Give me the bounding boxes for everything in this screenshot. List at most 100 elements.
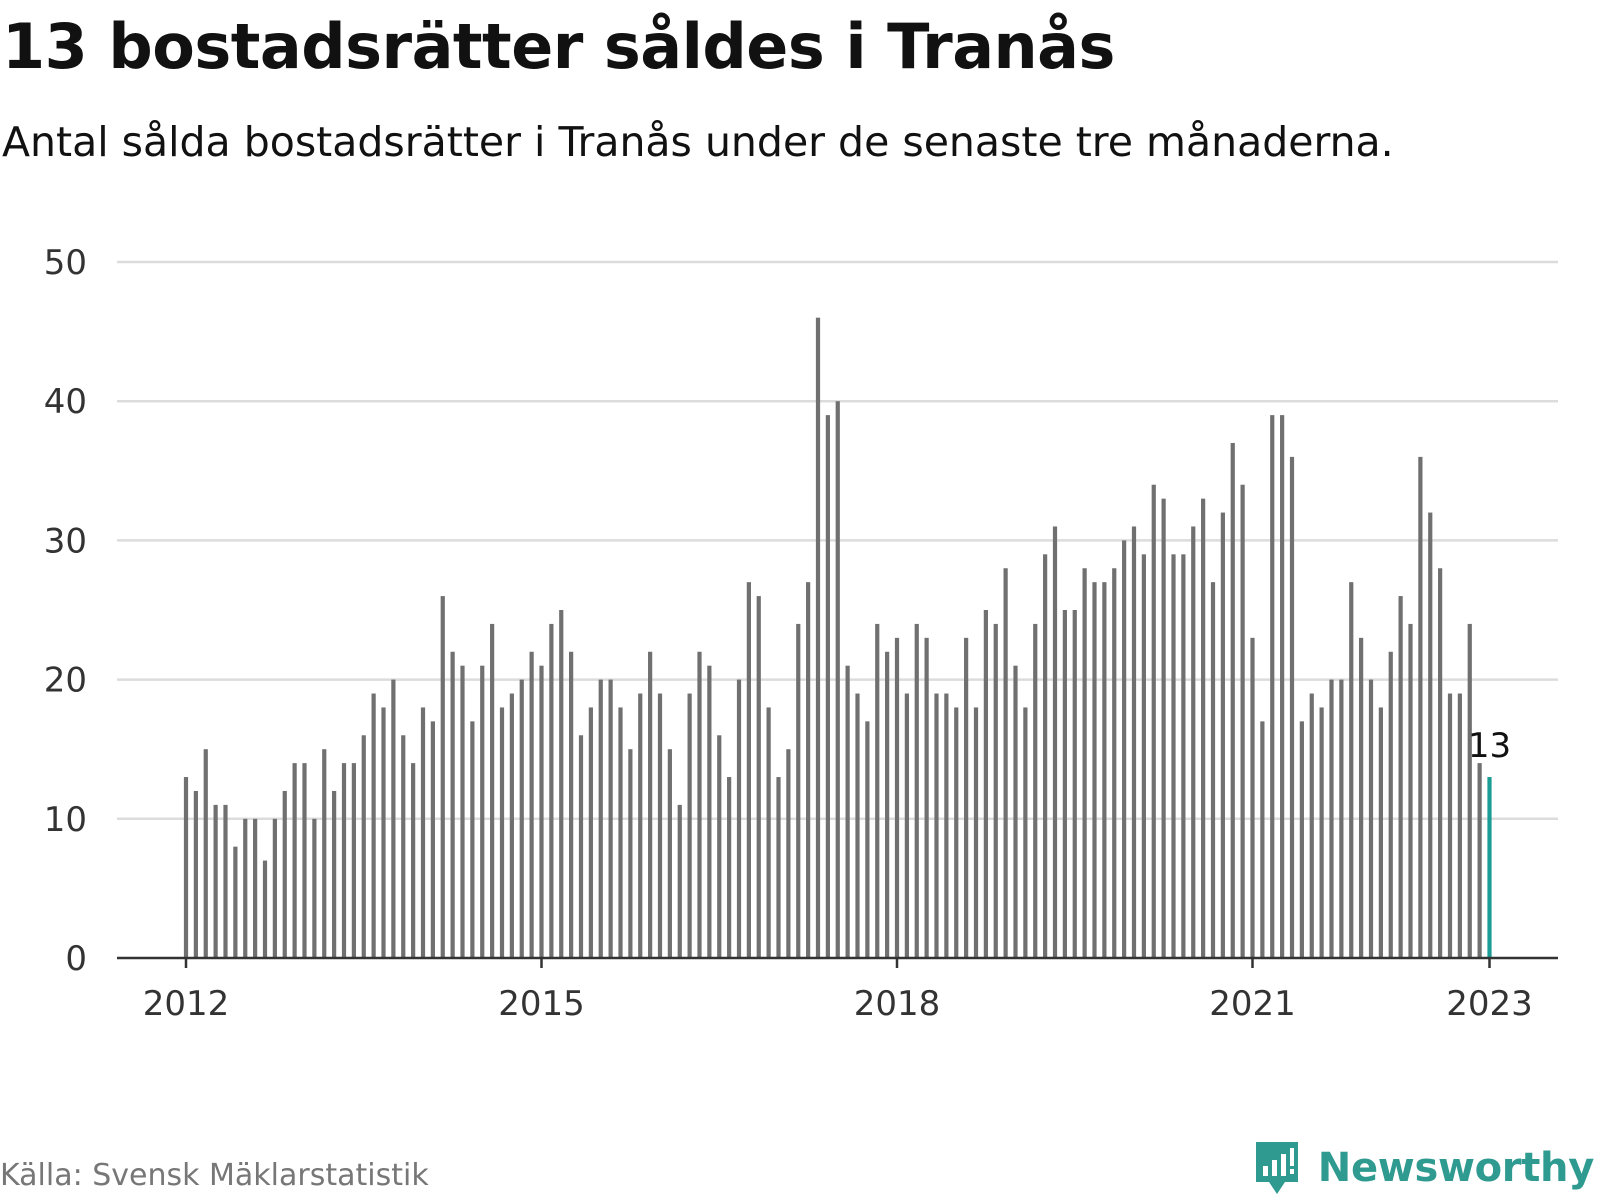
x-tick-label: 2018 — [854, 984, 941, 1024]
bar — [993, 623, 998, 958]
bar — [1131, 526, 1137, 958]
bar — [460, 665, 465, 958]
bar — [411, 763, 416, 958]
bar — [648, 651, 653, 958]
bar — [657, 693, 663, 958]
bar — [1102, 582, 1107, 958]
bar — [1210, 582, 1216, 958]
bar — [1072, 610, 1077, 958]
chart-speech-bubble-icon — [1255, 1142, 1298, 1194]
bar — [914, 623, 919, 958]
x-tick-label: 2015 — [498, 984, 585, 1024]
bar — [1339, 679, 1344, 958]
bar — [440, 596, 445, 958]
bar — [322, 749, 327, 958]
bar — [598, 679, 603, 958]
bar — [1280, 415, 1285, 958]
bar — [766, 707, 771, 958]
bar — [549, 623, 554, 958]
bar — [1467, 623, 1472, 958]
bar — [1329, 679, 1334, 958]
annotations: 13 — [1468, 726, 1511, 766]
bar — [756, 596, 761, 958]
bar — [1388, 651, 1393, 958]
bar — [1260, 721, 1265, 958]
bar — [1062, 610, 1067, 958]
chart-subtitle: Antal sålda bostadsrätter i Tranås under… — [2, 118, 1394, 166]
bar — [499, 707, 505, 958]
bar — [490, 623, 495, 958]
bar — [973, 707, 979, 958]
bar — [687, 693, 692, 958]
bar — [1201, 498, 1206, 958]
bar — [559, 610, 564, 958]
bar — [509, 693, 514, 958]
bar — [608, 679, 613, 958]
bar — [786, 749, 791, 958]
bar — [1250, 637, 1255, 958]
bar — [371, 693, 376, 958]
bar — [213, 804, 218, 958]
bar — [717, 735, 722, 958]
bar — [875, 623, 880, 958]
y-axis-labels: 0 10 20 30 40 50 — [44, 243, 87, 979]
brand-name: Newsworthy — [1317, 1145, 1595, 1191]
y-tick-label: 30 — [44, 521, 87, 561]
bar — [697, 651, 702, 958]
bar — [1359, 637, 1364, 958]
chart-title: 13 bostadsrätter såldes i Tranås — [2, 10, 1115, 83]
highlight-value-label: 13 — [1468, 726, 1511, 766]
bar — [727, 777, 732, 958]
bar — [954, 707, 959, 958]
bar — [815, 317, 821, 958]
bar — [450, 651, 455, 958]
bar-highlight — [1487, 777, 1492, 958]
bar — [1112, 568, 1117, 958]
bar — [1230, 442, 1235, 959]
bar — [1270, 415, 1275, 958]
x-tick-label: 2023 — [1446, 984, 1533, 1024]
bar — [1082, 568, 1087, 958]
y-tick-label: 10 — [44, 800, 87, 840]
bar — [578, 735, 584, 958]
bar — [964, 637, 969, 958]
bar — [1309, 693, 1314, 958]
bar — [539, 665, 544, 958]
bar — [430, 721, 435, 958]
bar — [1161, 498, 1166, 958]
bar — [934, 693, 939, 958]
bar — [1191, 526, 1196, 958]
bar — [282, 790, 287, 958]
y-tick-label: 50 — [44, 243, 87, 283]
bar — [381, 707, 386, 958]
bar — [1092, 582, 1097, 958]
bar — [1240, 484, 1245, 958]
bar — [243, 818, 248, 958]
bar — [262, 860, 268, 958]
bar-chart: 0 10 20 30 40 50 2012 2015 2018 2021 2023 13 — [44, 243, 1558, 1024]
bar — [1171, 554, 1176, 958]
bar — [1408, 623, 1413, 958]
bar — [904, 693, 909, 958]
bar — [233, 846, 238, 958]
bar — [1052, 526, 1058, 958]
bar — [638, 693, 643, 958]
bar — [401, 735, 406, 958]
bar — [885, 651, 890, 958]
bar — [1378, 707, 1383, 958]
bar — [1151, 484, 1156, 958]
bar — [1122, 540, 1127, 958]
bar — [1141, 554, 1146, 958]
bar — [677, 804, 682, 958]
bar — [1477, 763, 1482, 958]
x-tick-label: 2012 — [143, 984, 230, 1024]
y-tick-label: 20 — [44, 661, 87, 701]
bar — [924, 637, 929, 958]
bar — [183, 777, 189, 958]
bar — [855, 693, 860, 958]
bar — [1181, 554, 1186, 958]
bar — [894, 637, 900, 958]
y-tick-label: 0 — [65, 939, 87, 979]
bar — [253, 818, 258, 958]
bar — [203, 749, 208, 958]
